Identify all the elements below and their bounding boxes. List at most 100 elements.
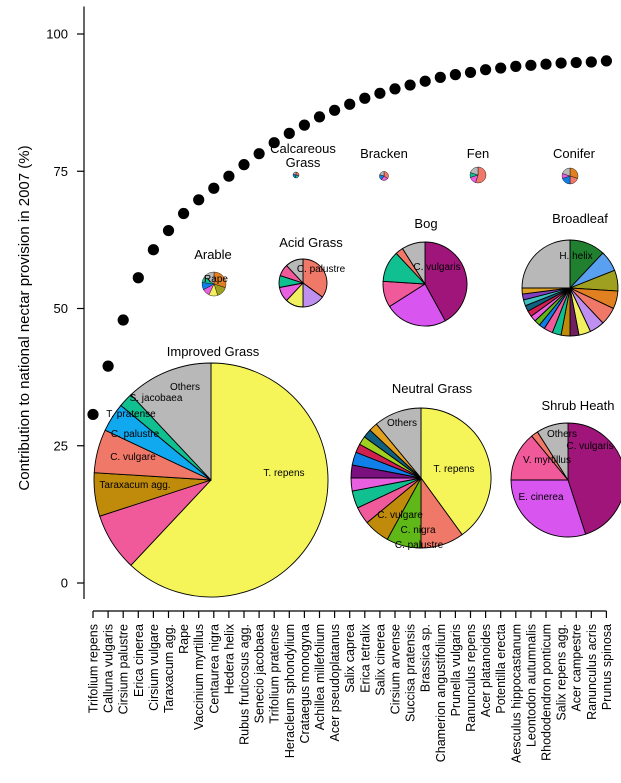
pie-slice	[285, 258, 304, 285]
y-tick-label: 25	[54, 438, 68, 453]
data-point	[329, 104, 341, 116]
pie-slice	[420, 407, 492, 536]
slice-label: Others	[387, 418, 417, 429]
y-tick-label: 50	[54, 301, 68, 316]
data-point	[419, 75, 431, 87]
x-tick-label: Acer platanoides	[479, 624, 493, 717]
pie-slice	[292, 171, 297, 176]
pie-slice	[567, 422, 621, 535]
slice-label: C. vulgaris	[413, 262, 460, 273]
slice-label: T. pratense	[106, 409, 156, 420]
data-point	[344, 98, 356, 110]
x-tick-label: Prunella vulgaris	[449, 624, 463, 716]
pie-slice	[536, 422, 569, 482]
data-point	[132, 272, 144, 284]
y-tick-label: 0	[61, 576, 68, 591]
pie-conifer: Conifer	[553, 146, 596, 185]
pie-slice	[375, 407, 422, 480]
pie-slice	[130, 362, 212, 482]
data-point	[600, 55, 613, 67]
x-tick-label: Heracleum sphondylium	[283, 624, 297, 758]
data-point	[162, 224, 175, 237]
pie-slice	[521, 239, 571, 289]
data-point	[389, 83, 401, 95]
data-point	[464, 66, 477, 79]
data-point	[480, 64, 492, 76]
slice-label: V. myrtillus	[523, 455, 571, 466]
x-tick-label: Erica tetralix	[358, 623, 372, 693]
x-tick-label: Salix caprea	[343, 624, 357, 693]
slice-label: C. vulgare	[377, 510, 423, 521]
x-tick-label: Ranunculus repens	[464, 624, 478, 732]
data-point	[268, 137, 280, 149]
pie-bog: Bog C. vulgaris	[382, 216, 468, 327]
slice-label: S. jacobaea	[130, 393, 183, 404]
data-point	[193, 194, 205, 206]
data-point	[208, 182, 220, 194]
data-point	[283, 127, 295, 139]
pie-title: Fen	[467, 146, 489, 161]
pie-title: Acid Grass	[279, 235, 343, 250]
x-tick-label: Salix cinerea	[373, 624, 387, 696]
pie-acid-grass: Acid Grass C. palustre	[278, 235, 346, 308]
pie-charts: Improved Grass T. repens Taraxacum agg. C. …	[93, 141, 621, 598]
pie-arable: Arable Rape	[194, 247, 232, 297]
data-point	[178, 207, 190, 220]
x-tick-label: Vaccinium myrtillus	[192, 624, 206, 730]
data-point	[434, 71, 446, 83]
pie-slice	[424, 241, 468, 322]
x-tick-label: Ranunculus acris	[585, 624, 599, 720]
slice-label: C. vulgare	[110, 452, 156, 463]
x-tick-label: Cirsium arvense	[389, 624, 403, 714]
x-tick-label: Chamerion angustifolium	[434, 624, 448, 762]
pie-title: Conifer	[553, 146, 596, 161]
slice-label: C. vulgaris	[566, 441, 613, 452]
data-point	[404, 79, 416, 91]
x-tick-label: Rubus fruticosus agg.	[238, 624, 252, 745]
slice-label: C. palustre	[395, 540, 444, 551]
data-point	[585, 56, 597, 68]
pie-title: Shrub Heath	[542, 398, 615, 413]
x-tick-label: Trifolium pratense	[268, 624, 282, 724]
pie-title: Broadleaf	[552, 211, 608, 226]
x-tick-label: Trifolium repens	[87, 624, 101, 713]
pie-slice	[204, 271, 215, 285]
data-point	[495, 62, 507, 74]
x-tick-label: Rape	[177, 624, 191, 654]
pie-fen: Fen	[467, 146, 489, 184]
y-tick-label: 75	[54, 164, 68, 179]
x-tick-label: Potentilla erecta	[494, 624, 508, 714]
data-point	[525, 59, 537, 71]
x-tick-label: Aesculus hippocastanum	[509, 624, 523, 763]
pie-title: Calcareous	[270, 141, 336, 156]
pie-title: Bog	[414, 216, 437, 231]
data-point	[374, 87, 386, 99]
pie-slice	[388, 283, 446, 327]
pie-slice	[510, 479, 587, 538]
data-point	[253, 148, 265, 160]
data-point	[102, 360, 114, 372]
pie-slice	[130, 362, 329, 598]
x-tick-label: Cirsium vulgare	[147, 624, 161, 711]
pie-broadleaf: Broadleaf H. helix	[521, 211, 619, 337]
y-tick-label: 100	[46, 27, 68, 42]
x-tick-label: Cirsium palustre	[117, 624, 131, 714]
x-tick-label: Achillea millefolium	[313, 624, 327, 730]
data-point	[117, 314, 129, 326]
slice-label: Others	[547, 429, 577, 440]
data-point	[147, 244, 159, 256]
data-point	[223, 170, 235, 182]
slice-label: Others	[170, 382, 200, 393]
pie-slice	[379, 171, 385, 177]
data-point	[555, 57, 567, 69]
pie-bracken: Bracken	[360, 146, 408, 181]
x-tick-label: Erica cinerea	[132, 624, 146, 697]
pie-improved-grass: Improved Grass T. repens Taraxacum agg. C. …	[93, 344, 329, 598]
data-point	[359, 92, 371, 104]
x-tick-label: Succisa pratensis	[404, 624, 418, 722]
y-axis-title: Contribution to national nectar provisio…	[16, 145, 33, 490]
slice-label: C. palustre	[297, 264, 346, 275]
data-point	[238, 159, 250, 171]
